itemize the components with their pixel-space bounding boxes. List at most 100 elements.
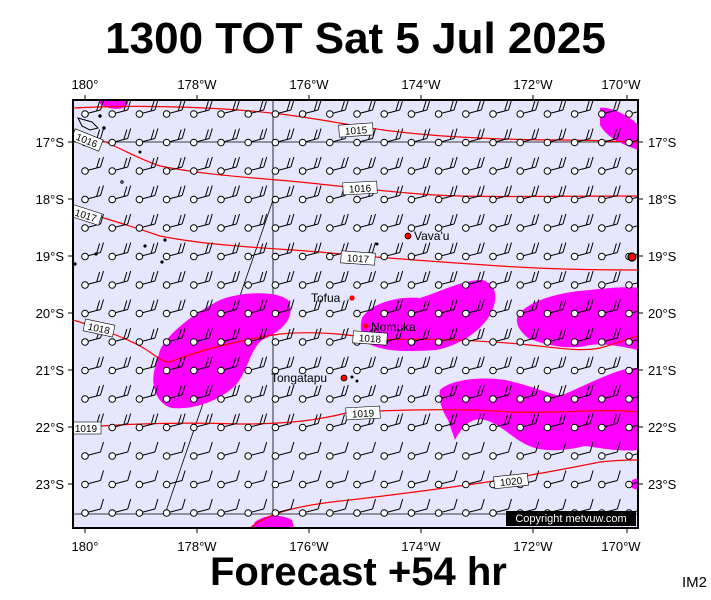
- wind-barb: [434, 413, 458, 432]
- precip-area-east: [516, 287, 638, 350]
- wind-barb: [81, 299, 104, 318]
- wind-barb: [543, 356, 567, 375]
- islands: [73, 114, 379, 383]
- wind-barb: [434, 128, 458, 147]
- wind-barb: [326, 327, 349, 346]
- lat-label: 22°S: [36, 420, 65, 435]
- precip-area-edge: [632, 478, 638, 490]
- wind-barb: [135, 128, 159, 147]
- wind-barb: [380, 128, 404, 147]
- wind-barb: [407, 213, 431, 232]
- wind-barb: [434, 384, 458, 403]
- wind-barb: [516, 242, 540, 261]
- wind-barb: [489, 441, 512, 460]
- isobar-label: 1019: [352, 408, 375, 420]
- wind-barb: [135, 156, 159, 175]
- wind-barb: [462, 384, 485, 403]
- wind-barb: [516, 413, 540, 432]
- wind-barb: [271, 185, 295, 204]
- wind-barb: [217, 441, 240, 460]
- tick-marks: [68, 95, 643, 533]
- wind-barb: [162, 327, 186, 346]
- island-northwest: [77, 117, 99, 131]
- lon-label: 178°W: [177, 539, 217, 554]
- wind-barb: [81, 100, 104, 118]
- wind-barb: [298, 327, 322, 346]
- wind-barb: [462, 299, 485, 318]
- forecast-label: Forecast +54 hr: [210, 550, 507, 594]
- wind-barb: [326, 441, 349, 460]
- wind-barb: [489, 213, 512, 232]
- wind-barb: [135, 242, 159, 261]
- wind-barb: [489, 185, 512, 204]
- wind-barb: [516, 156, 540, 175]
- wind-barb: [570, 470, 594, 489]
- place-dot-vavau: [404, 232, 412, 240]
- wind-barb: [434, 213, 458, 232]
- wind-barb: [244, 327, 268, 346]
- wind-barb: [190, 327, 213, 346]
- wind-barb: [81, 384, 104, 403]
- copyright-box: Copyright metvuw.com: [506, 511, 636, 526]
- wind-barb: [244, 128, 268, 147]
- wind-barb: [543, 470, 567, 489]
- wind-barb: [462, 242, 485, 261]
- wind-barb: [190, 384, 213, 403]
- wind-barb: [489, 242, 512, 261]
- lon-label: 176°W: [289, 539, 329, 554]
- wind-barb: [298, 470, 322, 489]
- wind-barb: [380, 384, 404, 403]
- isobar-label: 1016: [349, 183, 372, 195]
- lat-label: 17°S: [36, 135, 65, 150]
- wind-barb: [489, 270, 512, 289]
- wind-barb: [81, 242, 104, 261]
- wind-barb: [162, 156, 186, 175]
- wind-barb: [298, 128, 322, 147]
- wind-barb: [108, 213, 132, 232]
- wind-barb: [244, 498, 268, 517]
- wind-barb: [407, 327, 431, 346]
- lon-label: 170°W: [601, 539, 641, 554]
- wind-barb: [190, 470, 213, 489]
- wind-barb: [598, 356, 621, 375]
- wind-barb: [244, 441, 268, 460]
- wind-barbs: [81, 100, 638, 517]
- wind-barb: [407, 470, 431, 489]
- wind-barb: [625, 338, 638, 346]
- lat-label: 21°S: [36, 363, 65, 378]
- wind-barb: [625, 395, 638, 403]
- place-label-tongatapu: Tongatapu: [271, 371, 327, 385]
- lat-label: 19°S: [648, 249, 677, 264]
- lon-labels-bottom: 180° 178°W 176°W 174°W 172°W 170°W: [72, 539, 642, 554]
- wind-barb: [434, 100, 458, 118]
- wind-barb: [271, 356, 295, 375]
- map-frame: [72, 99, 639, 529]
- wind-barb: [162, 213, 186, 232]
- wind-barb: [380, 156, 404, 175]
- isobar-label: 1015: [345, 125, 368, 138]
- wind-barb: [407, 356, 431, 375]
- wind-barb: [162, 356, 186, 375]
- wind-barb: [570, 156, 594, 175]
- wind-barb: [434, 441, 458, 460]
- wind-barb: [244, 299, 268, 318]
- wind-barb: [271, 413, 295, 432]
- wind-barb: [190, 356, 213, 375]
- lat-label: 18°S: [36, 192, 65, 207]
- wind-barb: [135, 213, 159, 232]
- wind-barb: [135, 100, 159, 118]
- wind-barb: [462, 185, 485, 204]
- wind-barb: [108, 185, 132, 204]
- wind-barb: [625, 167, 638, 175]
- wind-barb: [570, 356, 594, 375]
- wind-barb: [217, 384, 240, 403]
- wind-barb: [598, 100, 621, 118]
- wind-barb: [570, 213, 594, 232]
- wind-barb: [407, 270, 431, 289]
- wind-barb: [326, 213, 349, 232]
- wind-barb: [162, 185, 186, 204]
- wind-barb: [217, 128, 240, 147]
- wind-barb: [434, 470, 458, 489]
- wind-barb: [244, 185, 268, 204]
- wind-barb: [190, 498, 213, 517]
